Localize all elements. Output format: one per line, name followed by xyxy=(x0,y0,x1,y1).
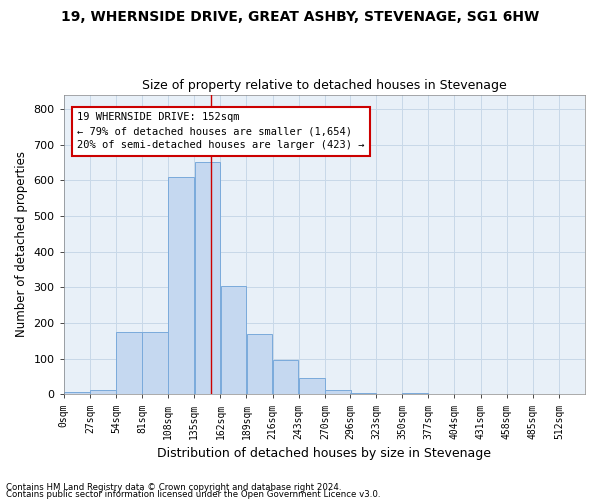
X-axis label: Distribution of detached houses by size in Stevenage: Distribution of detached houses by size … xyxy=(157,447,491,460)
Bar xyxy=(325,390,351,394)
Bar xyxy=(350,392,376,394)
Bar xyxy=(116,332,142,394)
Bar xyxy=(403,392,428,394)
Text: 19, WHERNSIDE DRIVE, GREAT ASHBY, STEVENAGE, SG1 6HW: 19, WHERNSIDE DRIVE, GREAT ASHBY, STEVEN… xyxy=(61,10,539,24)
Bar xyxy=(247,334,272,394)
Bar xyxy=(64,392,89,394)
Bar xyxy=(273,360,298,394)
Bar xyxy=(194,162,220,394)
Text: Contains public sector information licensed under the Open Government Licence v3: Contains public sector information licen… xyxy=(6,490,380,499)
Bar xyxy=(142,332,168,394)
Title: Size of property relative to detached houses in Stevenage: Size of property relative to detached ho… xyxy=(142,79,507,92)
Y-axis label: Number of detached properties: Number of detached properties xyxy=(15,152,28,338)
Bar xyxy=(299,378,325,394)
Bar xyxy=(169,176,194,394)
Text: Contains HM Land Registry data © Crown copyright and database right 2024.: Contains HM Land Registry data © Crown c… xyxy=(6,484,341,492)
Bar xyxy=(221,286,246,395)
Text: 19 WHERNSIDE DRIVE: 152sqm
← 79% of detached houses are smaller (1,654)
20% of s: 19 WHERNSIDE DRIVE: 152sqm ← 79% of deta… xyxy=(77,112,365,150)
Bar xyxy=(90,390,116,394)
